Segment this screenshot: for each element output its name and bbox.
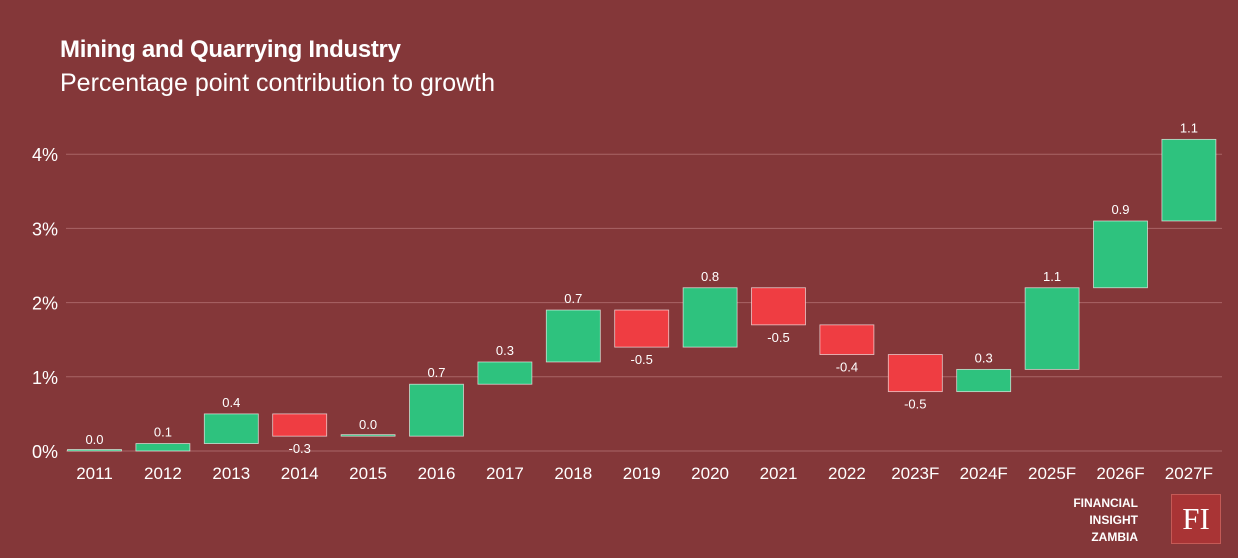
data-label: 0.0 [359, 417, 377, 432]
chart-title: Mining and Quarrying Industry [60, 36, 401, 63]
waterfall-bar [956, 368, 1012, 393]
x-tick-label: 2014 [281, 464, 319, 483]
y-tick-label: 3% [32, 219, 58, 239]
x-tick-label: 2011 [76, 464, 113, 483]
waterfall-bar [1093, 220, 1148, 289]
data-label: -0.5 [630, 352, 652, 367]
x-tick-label: 2024F [960, 464, 1008, 483]
x-tick-label: 2018 [554, 464, 592, 483]
x-tick-label: 2021 [760, 464, 798, 483]
waterfall-bar [614, 309, 670, 348]
data-label: 0.7 [427, 365, 445, 380]
brand-line: ZAMBIA [1091, 530, 1138, 544]
waterfall-bar [409, 383, 464, 437]
data-label: 0.3 [496, 343, 514, 358]
x-tick-label: 2026F [1096, 464, 1144, 483]
data-label: 0.4 [222, 395, 240, 410]
brand-line: FINANCIAL [1073, 496, 1138, 510]
waterfall-bar [887, 354, 943, 393]
data-label: 1.1 [1180, 120, 1198, 135]
x-tick-label: 2017 [486, 464, 524, 483]
waterfall-bar [135, 443, 191, 452]
data-label: -0.5 [904, 397, 926, 412]
x-tick-label: 2016 [418, 464, 456, 483]
data-label: 0.7 [564, 291, 582, 306]
brand-wordmark: FINANCIAL INSIGHT ZAMBIA [1036, 495, 1138, 546]
data-label: 1.1 [1043, 269, 1061, 284]
data-label: 0.3 [975, 350, 993, 365]
x-tick-label: 2025F [1028, 464, 1076, 483]
waterfall-bar [819, 324, 875, 355]
waterfall-bar [751, 287, 806, 326]
y-tick-label: 1% [32, 368, 58, 388]
x-tick-label: 2013 [212, 464, 250, 483]
x-tick-label: 2020 [691, 464, 729, 483]
brand-line: INSIGHT [1089, 513, 1138, 527]
y-tick-label: 4% [32, 145, 58, 165]
data-label: 0.1 [154, 425, 172, 440]
y-tick-label: 0% [32, 442, 58, 462]
data-label: -0.4 [836, 360, 858, 375]
x-tick-label: 2022 [828, 464, 866, 483]
waterfall-bar [682, 287, 738, 348]
data-label: 0.9 [1111, 202, 1129, 217]
waterfall-bar [67, 449, 122, 452]
x-tick-label: 2019 [623, 464, 661, 483]
waterfall-bar [545, 309, 601, 363]
data-label: 0.8 [701, 269, 719, 284]
waterfall-bar [340, 434, 396, 437]
x-tick-label: 2027F [1165, 464, 1213, 483]
waterfall-bar [1024, 287, 1080, 370]
x-tick-label: 2012 [144, 464, 182, 483]
waterfall-bar [203, 413, 259, 444]
data-label: 0.0 [85, 432, 103, 447]
chart-subtitle: Percentage point contribution to growth [60, 69, 495, 97]
waterfall-bar [272, 413, 328, 437]
x-tick-label: 2023F [891, 464, 939, 483]
brand-logo: FI [1171, 494, 1221, 544]
x-tick-label: 2015 [349, 464, 387, 483]
data-label: -0.5 [767, 330, 789, 345]
waterfall-bar [1161, 138, 1217, 222]
y-tick-label: 2% [32, 294, 58, 314]
waterfall-bar [477, 361, 533, 385]
data-label: -0.3 [288, 441, 310, 456]
